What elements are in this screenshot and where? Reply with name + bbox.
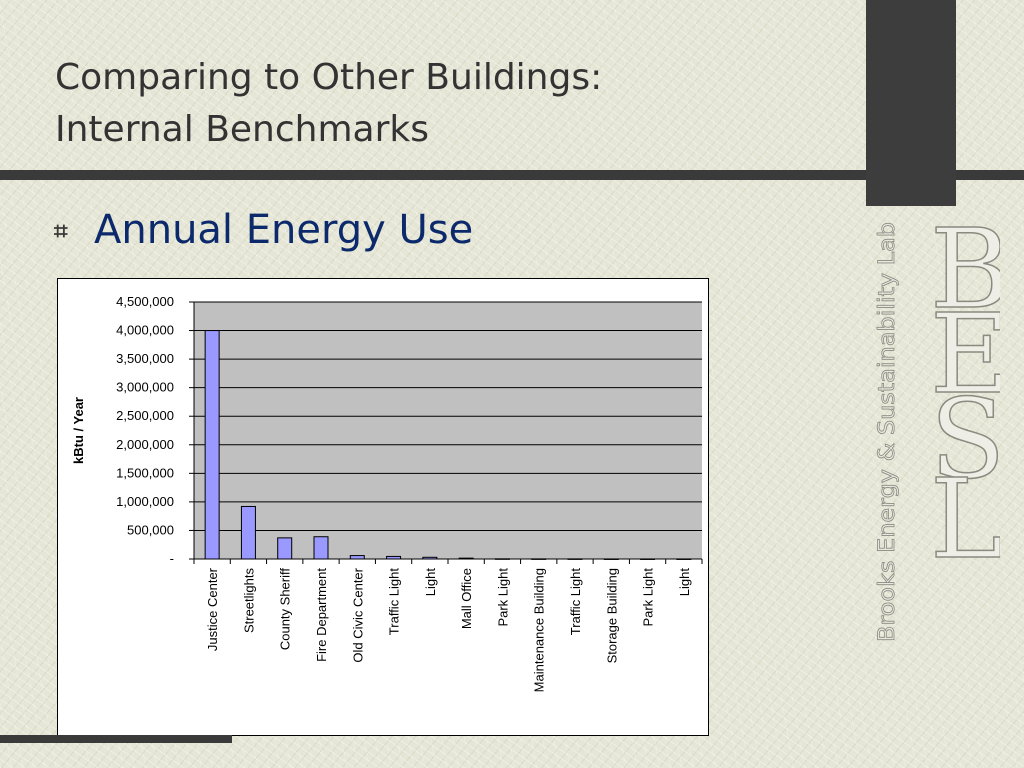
footer-accent-bar [0,735,232,743]
x-tick-label: Maintenance Building [532,568,547,692]
x-tick-label: Light [423,568,438,597]
bar [277,537,293,560]
hash-bullet-icon: ⌗ [54,217,68,245]
energy-bar-chart: - 500,000 1,000,000 1,500,000 2,000,000 2,500… [71,294,703,692]
bar [458,557,474,560]
y-tick-label: - [170,551,174,566]
logo-letter-e: E [930,290,1000,418]
y-tick-label: 3,000,000 [116,380,174,395]
bar [386,555,402,560]
bar [640,558,656,560]
bar [313,536,329,560]
x-tick-label: Traffic Light [568,568,583,636]
logo-letter-b: B [930,212,1000,333]
x-tick-label: Fire Department [314,568,329,662]
y-tick-label: 2,000,000 [116,437,174,452]
logo-tagline: Brooks Energy & Sustainability Lab [875,222,901,643]
header-divider [0,170,1024,180]
x-tick-label: Park Light [495,568,510,627]
logo-letter-l: L [930,455,1000,583]
x-tick-label: Streetlights [241,568,256,634]
chart-container: - 500,000 1,000,000 1,500,000 2,000,000 2,500… [57,278,709,736]
y-tick-label: 2,500,000 [116,408,174,423]
x-tick-label: Mall Office [459,568,474,629]
y-axis-label: kBtu / Year [71,397,86,464]
bar [567,558,583,560]
bar [422,556,438,560]
bullet-annual-energy-use: Annual Energy Use [94,207,474,253]
page-title: Comparing to Other Buildings: Internal B… [55,52,602,156]
x-tick-label: Justice Center [205,567,220,651]
y-tick-label: 4,500,000 [116,294,174,309]
svg-text:Brooks Energy & Sustainability: Brooks Energy & Sustainability Lab [875,222,900,642]
y-tick-label: 1,500,000 [116,465,174,480]
x-tick-label: Light [677,568,692,597]
x-tick-label: Old Civic Center [350,567,365,662]
bar [349,555,365,560]
plot-area [194,302,702,559]
bar [603,558,619,560]
y-tick-label: 1,000,000 [116,494,174,509]
x-tick-label: Traffic Light [387,568,402,636]
title-line-2: Internal Benchmarks [55,109,429,150]
x-tick-label: Storage Building [604,568,619,663]
bar [531,558,547,560]
x-tick-label: Park Light [641,568,656,627]
bar [676,558,692,560]
y-tick-label: 500,000 [127,522,174,537]
bar [494,558,510,560]
bar [204,330,220,560]
corner-accent-bar [866,0,956,206]
logo-letter-s: S [930,375,1000,503]
y-tick-label: 4,000,000 [116,323,174,338]
y-tick-label: 3,500,000 [116,351,174,366]
bar [240,505,256,560]
x-tick-label: County Sheriff [278,568,293,651]
title-line-1: Comparing to Other Buildings: [55,57,603,98]
